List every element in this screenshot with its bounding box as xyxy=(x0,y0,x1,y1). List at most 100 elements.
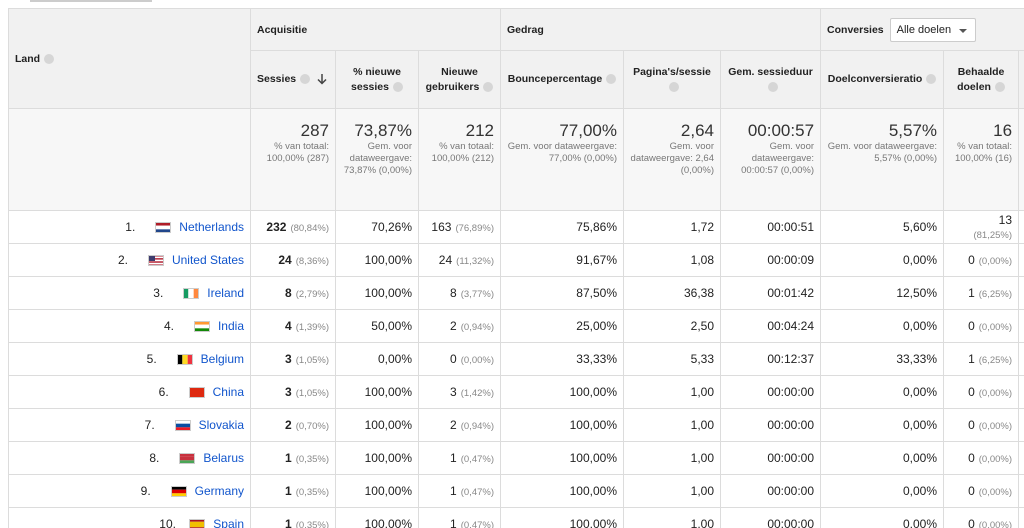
country-link[interactable]: India xyxy=(217,319,244,333)
country-link[interactable]: Spain xyxy=(213,517,244,528)
value-cell: 0,00% xyxy=(335,342,419,376)
totals-row: 287% van totaal: 100,00% (287) 73,87% Gem.… xyxy=(8,108,1024,211)
value-cell: 1 (0,47%) xyxy=(418,474,501,508)
cell-share: (0,47%) xyxy=(460,454,494,465)
country-link[interactable]: United States xyxy=(171,253,244,267)
value-cell: 8 (2,79%) xyxy=(250,276,336,310)
country-cell: 4. India xyxy=(8,309,251,343)
group-label: Conversies xyxy=(827,23,884,36)
help-icon[interactable] xyxy=(483,81,494,92)
column-label[interactable]: Sessies xyxy=(257,73,297,85)
column-label[interactable]: Behaalde doelen xyxy=(957,65,1005,93)
help-icon[interactable] xyxy=(300,74,311,85)
country-link[interactable]: China xyxy=(212,385,244,399)
cell-value: 100,00% xyxy=(569,418,617,432)
column-label[interactable]: Doelconversieratio xyxy=(827,73,923,85)
value-cell: 232 (80,84%) xyxy=(250,210,336,244)
report-table: Land Acquisitie Gedrag Conversies Alle doele… xyxy=(8,8,1024,528)
totals-cell: 77,00% Gem. voor dataweergave: 77,00% (0,… xyxy=(500,108,624,211)
value-cell: 1 (6,25%) xyxy=(943,342,1020,376)
help-icon[interactable] xyxy=(606,74,617,85)
country-link[interactable]: Belarus xyxy=(203,451,244,465)
data-row: 7. Slovakia 2 (0,70%) 100,00% 2 (0,94%) 100,00%… xyxy=(8,408,1024,442)
flag-icon xyxy=(174,420,191,432)
sort-arrow[interactable] xyxy=(316,73,328,85)
header-group-row: Land Acquisitie Gedrag Conversies Alle doele… xyxy=(8,8,1024,109)
cell-value: 1,00 xyxy=(690,385,714,399)
value-cell: 2,50 xyxy=(623,309,721,343)
rank: 6. xyxy=(158,385,169,399)
cell-value: 2,50 xyxy=(690,319,714,333)
column-label[interactable]: % nieuwe sessies xyxy=(351,65,401,93)
cell-value: 3 xyxy=(450,385,457,399)
column-label[interactable]: Pagina's/sessie xyxy=(633,65,711,78)
value-cell: 24 (8,36%) xyxy=(250,243,336,277)
cut-cell xyxy=(1018,474,1024,508)
value-cell: 100,00% xyxy=(335,441,419,475)
country-link[interactable]: Belgium xyxy=(200,352,244,366)
value-cell: 0 (0,00%) xyxy=(943,375,1020,409)
help-icon[interactable] xyxy=(44,53,55,64)
cell-value: 1 xyxy=(450,451,457,465)
group-header: Acquisitie xyxy=(250,8,501,51)
cell-share: (0,35%) xyxy=(295,487,329,498)
help-icon[interactable] xyxy=(926,74,937,85)
data-row: 8. Belarus 1 (0,35%) 100,00% 1 (0,47%) 100,00% 1… xyxy=(8,441,1024,475)
country-link[interactable]: Netherlands xyxy=(179,220,244,234)
value-cell: 36,38 xyxy=(623,276,721,310)
cell-value: 12,50% xyxy=(896,286,938,300)
value-cell: 1,08 xyxy=(623,243,721,277)
cell-value: 100,00% xyxy=(569,451,617,465)
value-cell: 5,33 xyxy=(623,342,721,376)
totals-cell: 212% van totaal: 100,00% (212) xyxy=(418,108,501,211)
cell-value: 1,08 xyxy=(690,253,714,267)
cell-share: (0,00%) xyxy=(978,322,1013,333)
value-cell: 75,86% xyxy=(500,210,624,244)
cell-value: 100,00% xyxy=(364,517,412,528)
help-icon[interactable] xyxy=(767,81,778,92)
column-label[interactable]: Nieuwe gebruikers xyxy=(425,65,480,93)
cell-value: 100,00% xyxy=(569,484,617,498)
value-cell: 100,00% xyxy=(500,408,624,442)
rank: 5. xyxy=(146,352,157,366)
country-link[interactable]: Slovakia xyxy=(198,418,244,432)
value-cell: 12,50% xyxy=(820,276,945,310)
flag-icon xyxy=(155,222,172,234)
cell-value: 100,00% xyxy=(364,253,412,267)
value-cell: 3 (1,05%) xyxy=(250,375,336,409)
help-icon[interactable] xyxy=(669,81,679,92)
cell-value: 13 xyxy=(998,213,1013,227)
data-row: 3. Ireland 8 (2,79%) 100,00% 8 (3,77%) 87,50% 36… xyxy=(8,276,1024,310)
totals-cell: 73,87% Gem. voor dataweergave: 73,87% (0,… xyxy=(335,108,419,211)
value-cell: 00:00:00 xyxy=(719,474,822,508)
cell-value: 1 xyxy=(450,517,457,528)
report-table-wrap: Land Acquisitie Gedrag Conversies Alle doele… xyxy=(8,8,1024,528)
value-cell: 100,00% xyxy=(500,474,624,508)
country-link[interactable]: Ireland xyxy=(207,286,244,300)
value-cell: 3 (1,05%) xyxy=(250,342,336,376)
help-icon[interactable] xyxy=(392,81,403,92)
goal-selector[interactable]: Alle doelen xyxy=(889,17,977,42)
totals-value: 77,00% xyxy=(559,121,617,140)
cell-value: 1,00 xyxy=(690,451,714,465)
totals-value: 287 xyxy=(300,121,329,140)
column-header: Behaalde doelen xyxy=(943,50,1020,109)
value-cell: 25,00% xyxy=(500,309,624,343)
cell-share: (0,00%) xyxy=(978,256,1013,267)
rank: 10. xyxy=(159,517,176,528)
rank: 2. xyxy=(117,253,128,267)
cell-value: 0 xyxy=(968,451,975,465)
totals-note: Gem. voor dataweergave: 00:00:57 (0,00%) xyxy=(741,141,815,176)
cell-value: 0 xyxy=(968,319,975,333)
country-cell: 7. Slovakia xyxy=(8,408,251,442)
country-link[interactable]: Germany xyxy=(194,484,244,498)
column-label[interactable]: Gem. sessieduur xyxy=(728,65,813,78)
column-label[interactable]: Bouncepercentage xyxy=(507,73,603,85)
column-header-cut xyxy=(1018,50,1024,109)
value-cell: 00:00:09 xyxy=(719,243,822,277)
totals-cell: 5,57% Gem. voor dataweergave: 5,57% (0,00… xyxy=(820,108,945,211)
cell-value: 0,00% xyxy=(903,418,938,432)
value-cell: 1 (6,25%) xyxy=(943,276,1020,310)
help-icon[interactable] xyxy=(994,81,1005,92)
cell-share: (0,35%) xyxy=(295,454,329,465)
